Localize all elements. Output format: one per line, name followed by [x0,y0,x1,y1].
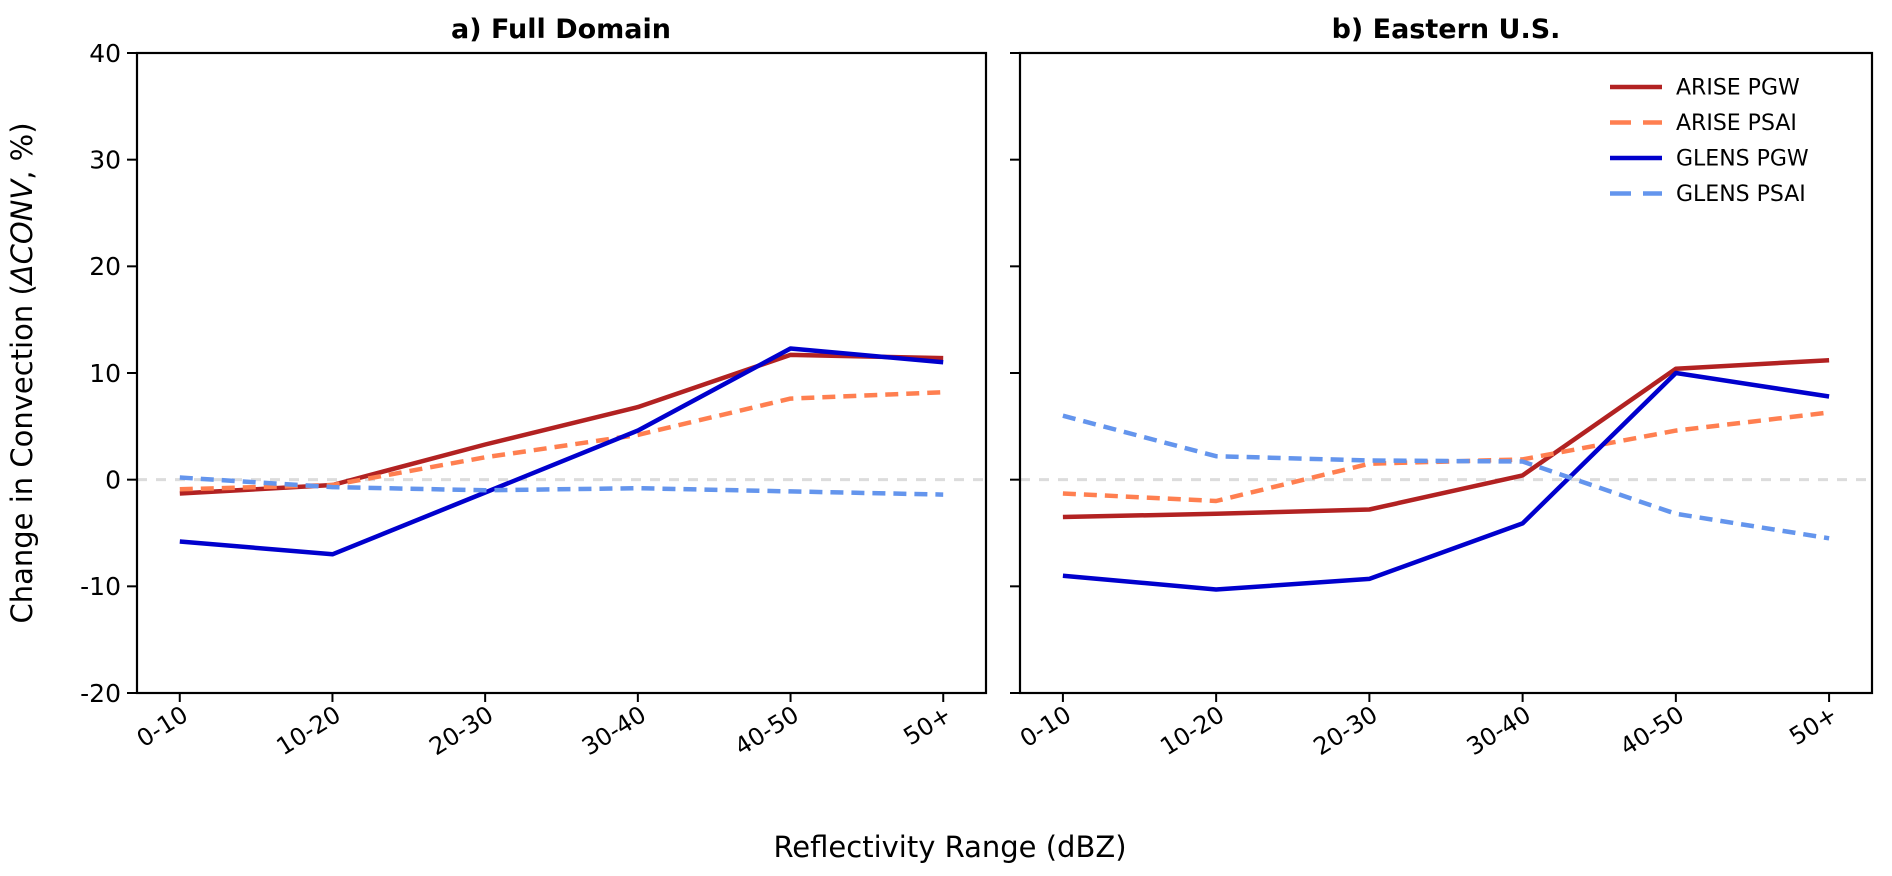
x-tick-label: 30-40 [577,700,651,761]
series-line-glens-psai [1062,413,1830,541]
y-axis-label: Change in Convection (ΔCONV, %) [5,122,39,623]
plot-box [135,51,988,695]
legend-label-arise-psai: ARISE PSAI [1676,111,1797,136]
y-tick-label: 0 [105,465,121,494]
series-line-glens-pgw [179,346,944,557]
x-tick-label: 20-30 [1309,700,1383,761]
y-axis-label-italic: ΔCONV [5,178,39,287]
panel-b-title: b) Eastern U.S. [1332,14,1561,45]
y-tick-label: 10 [89,359,121,388]
y-tick-label: 30 [89,145,121,174]
panel-a-title: a) Full Domain [451,14,671,45]
series-line-glens-psai [179,475,944,497]
y-axis-label-suffix: , %) [5,122,39,179]
x-tick-label: 10-20 [272,700,346,761]
y-axis-label-prefix: Change in Convection ( [5,284,39,623]
y-tick-label: -10 [80,572,121,601]
x-axis-label: Reflectivity Range (dBZ) [773,830,1126,864]
y-tick-label: 40 [89,39,121,68]
y-tick-label: -20 [80,679,121,708]
legend-label-arise-pgw: ARISE PGW [1676,76,1800,101]
legend-label-glens-psai: GLENS PSAI [1676,182,1806,207]
legend-label-glens-pgw: GLENS PGW [1676,147,1809,172]
x-tick-label: 50+ [1784,700,1842,751]
x-tick-label: 0-10 [1015,700,1076,753]
x-tick-label: 10-20 [1155,700,1229,761]
x-tick-label: 50+ [899,700,957,751]
series-line-arise-psai [1062,410,1830,504]
x-tick-label: 40-50 [730,700,804,761]
x-tick-label: 0-10 [132,700,193,753]
series-line-arise-pgw [179,352,944,496]
series-line-arise-psai [179,389,944,492]
x-tick-label: 40-50 [1615,700,1689,761]
series-line-arise-pgw [1062,357,1830,520]
y-tick-label: 20 [89,252,121,281]
x-tick-label: 20-30 [424,700,498,761]
legend: ARISE PGW ARISE PSAI GLENS PGW GLENS PSAI [1610,76,1809,207]
x-tick-label: 30-40 [1462,700,1536,761]
series-line-glens-pgw [1062,370,1830,592]
